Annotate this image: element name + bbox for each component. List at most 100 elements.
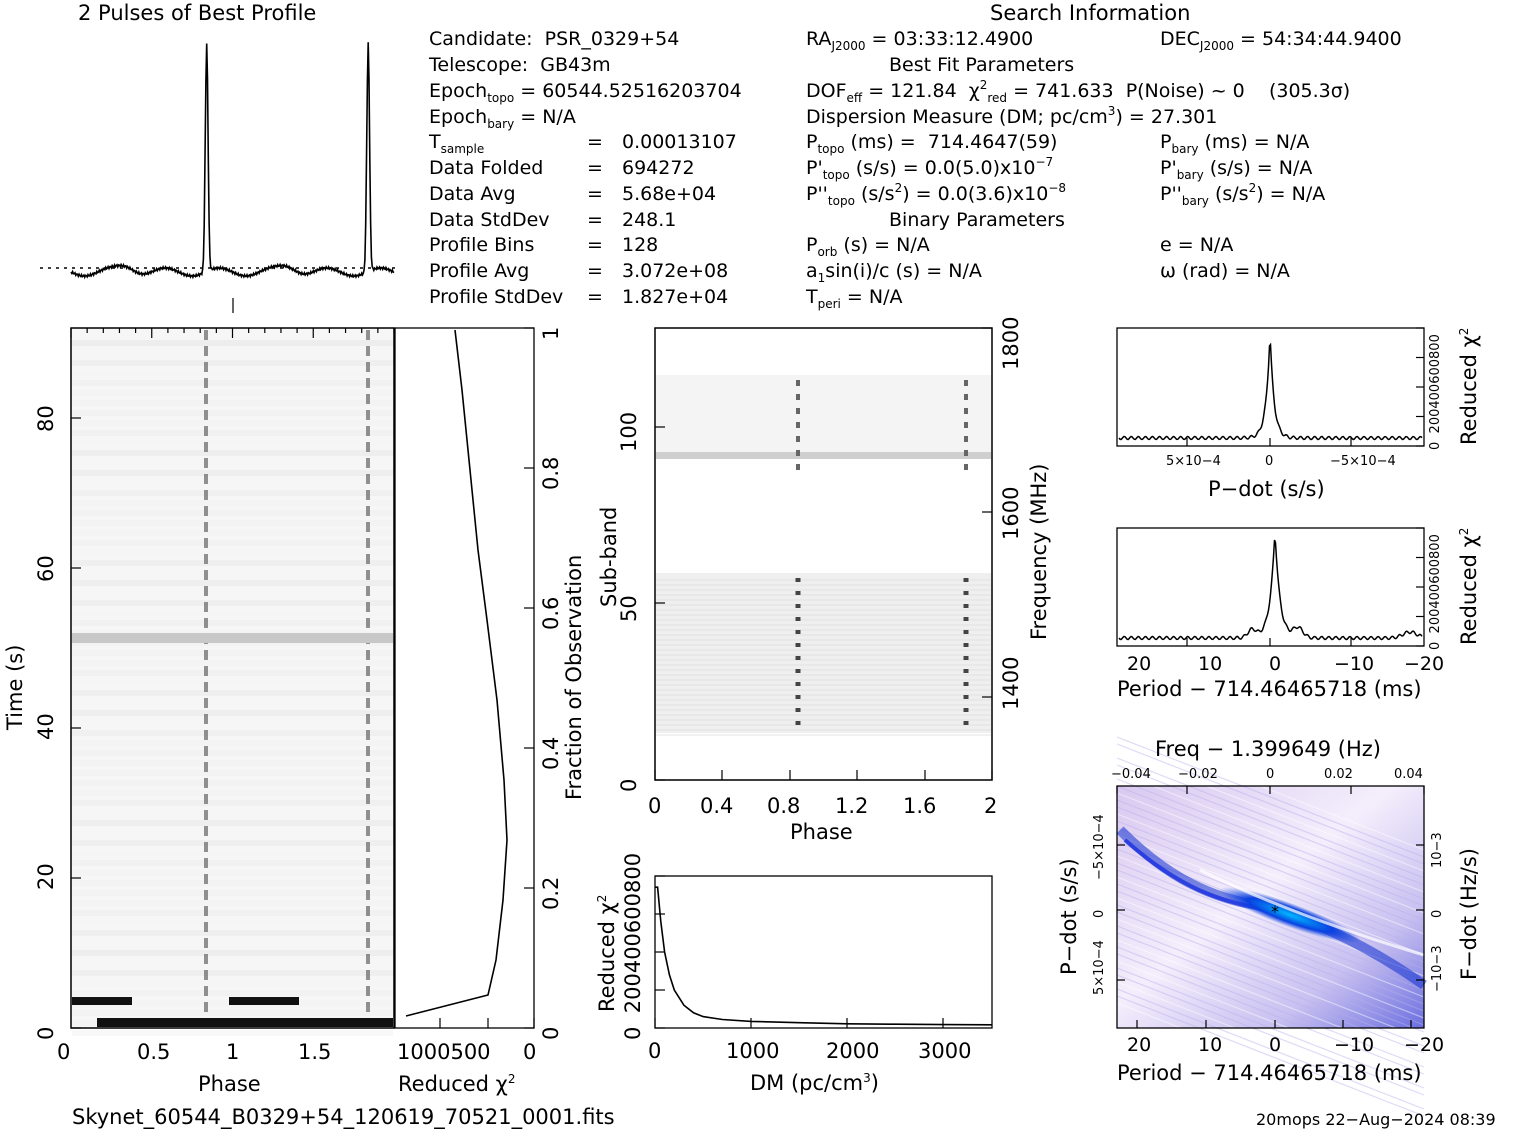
time-row	[72, 370, 393, 376]
tick-label: 1	[539, 326, 563, 340]
tperi-row: Tperi = N/A	[806, 286, 903, 311]
dropout-band	[72, 997, 132, 1005]
time-row	[72, 760, 393, 766]
time-row	[72, 880, 393, 886]
tick-label: −0.02	[1178, 767, 1218, 782]
dropout-band	[229, 997, 299, 1005]
profile-bins-label: Profile Bins	[429, 234, 535, 256]
subband-block-upper	[656, 375, 991, 455]
time-phase-plot	[70, 327, 395, 1036]
tick-label: 0 200400600800	[621, 852, 645, 1040]
subband-stripes	[656, 579, 991, 736]
tick-label: 80	[34, 405, 58, 432]
ra-row: RAJ2000 = 03:33:12.4900	[806, 28, 1034, 53]
data-stddev-label: Data StdDev	[429, 209, 550, 231]
tick-label: 2000	[826, 1039, 880, 1063]
tick-label: 0	[1266, 767, 1275, 782]
pdot-chi2-plot	[1116, 327, 1425, 447]
streak	[1116, 827, 1425, 949]
streak	[1116, 743, 1425, 865]
tick-label: −10	[1334, 653, 1375, 675]
ridge-highlight	[1199, 868, 1425, 957]
x-axis-title: Reduced χ2	[398, 1072, 516, 1096]
filename-label: Skynet_60544_B0329+54_120619_70521_0001.…	[72, 1105, 615, 1129]
x-axis-title: DM (pc/cm3)	[750, 1071, 879, 1095]
time-row	[72, 950, 393, 956]
dm-chi2-frame	[654, 875, 993, 1029]
time-row	[72, 510, 393, 516]
tick-label: −20	[1404, 1034, 1445, 1056]
tick-label: 1600	[999, 486, 1023, 540]
time-row	[72, 410, 393, 416]
tick-label: 40	[34, 713, 58, 740]
tick-label: 0.6	[539, 596, 563, 630]
tick-label: 0.2	[539, 876, 563, 910]
tick-label: 0	[648, 794, 662, 818]
fraction-chi2-plot	[394, 327, 535, 1029]
streak	[1116, 939, 1425, 1061]
search-info-title: Search Information	[990, 1, 1191, 25]
streak	[1116, 862, 1425, 984]
dof-row: DOFeff = 121.84 χ2red = 741.633 P(Noise)…	[806, 78, 1351, 105]
time-row	[72, 530, 393, 536]
time-row	[72, 350, 393, 356]
streak	[1116, 1002, 1425, 1124]
profile-avg-value: 3.072e+08	[622, 260, 729, 282]
tick-label: 20	[1127, 653, 1152, 675]
eq-sign: =	[587, 131, 603, 153]
time-row	[72, 450, 393, 456]
time-row	[72, 360, 393, 366]
tick-label: 0	[1269, 1034, 1282, 1056]
eq-sign: =	[587, 260, 603, 282]
eq-sign: =	[587, 183, 603, 205]
tick-label: 20	[1127, 1034, 1152, 1056]
tick-label: 0	[1430, 909, 1445, 918]
streak	[1116, 771, 1425, 893]
time-row	[72, 480, 393, 486]
tick-label: 0	[1265, 454, 1274, 469]
tsample-value: 0.00013107	[622, 131, 737, 153]
streak	[1116, 911, 1425, 1033]
tick-label: −10	[1334, 1034, 1375, 1056]
y-axis-title: Reduced χ2	[1457, 527, 1481, 645]
time-row	[72, 490, 393, 496]
time-row	[72, 910, 393, 916]
time-row	[72, 440, 393, 446]
fraction-chi2-ticks	[439, 327, 535, 1029]
binary-title: Binary Parameters	[889, 209, 1065, 231]
eq-sign: =	[587, 209, 603, 231]
chi2-peak	[1219, 886, 1361, 944]
period-pdot-plot: *	[1116, 729, 1427, 1124]
time-row	[72, 660, 393, 666]
profile-title: 2 Pulses of Best Profile	[78, 1, 317, 25]
subband-ticks	[654, 327, 993, 781]
period-chi2-ticks	[1186, 527, 1424, 647]
time-row	[72, 930, 393, 936]
dec-row: DECJ2000 = 54:34:44.9400	[1160, 28, 1402, 53]
tick-label: 0 200400600800	[1428, 534, 1443, 650]
x-axis-title: Period − 714.46465718 (ms)	[1117, 677, 1422, 701]
streak	[1116, 785, 1425, 907]
tick-label: 0	[523, 1040, 537, 1064]
time-row	[72, 400, 393, 406]
candidate-row: Candidate: PSR_0329+54	[429, 28, 680, 50]
ecc-row: e = N/A	[1160, 234, 1234, 256]
subband-rfi	[656, 452, 991, 459]
time-row	[72, 890, 393, 896]
streak	[1116, 750, 1425, 872]
streak	[1116, 932, 1425, 1054]
tick-label: 50	[617, 595, 641, 622]
tick-label: 0.02	[1324, 767, 1353, 782]
streak	[1116, 806, 1425, 928]
tick-label: 0.4	[700, 794, 734, 818]
streak	[1116, 995, 1425, 1117]
tick-label: −10−3	[1430, 945, 1445, 992]
y-axis-title: Fraction of Observation	[562, 554, 586, 800]
time-row	[72, 580, 393, 586]
tick-label: 1000500	[397, 1040, 491, 1064]
pddtopo-row: P''topo (s/s2) = 0.0(3.6)x10−8	[806, 181, 1067, 208]
time-row	[72, 430, 393, 436]
data-folded-label: Data Folded	[429, 157, 544, 179]
pdot-chi2-ticks	[1186, 327, 1424, 447]
dm-chi2-plot	[654, 875, 993, 1029]
